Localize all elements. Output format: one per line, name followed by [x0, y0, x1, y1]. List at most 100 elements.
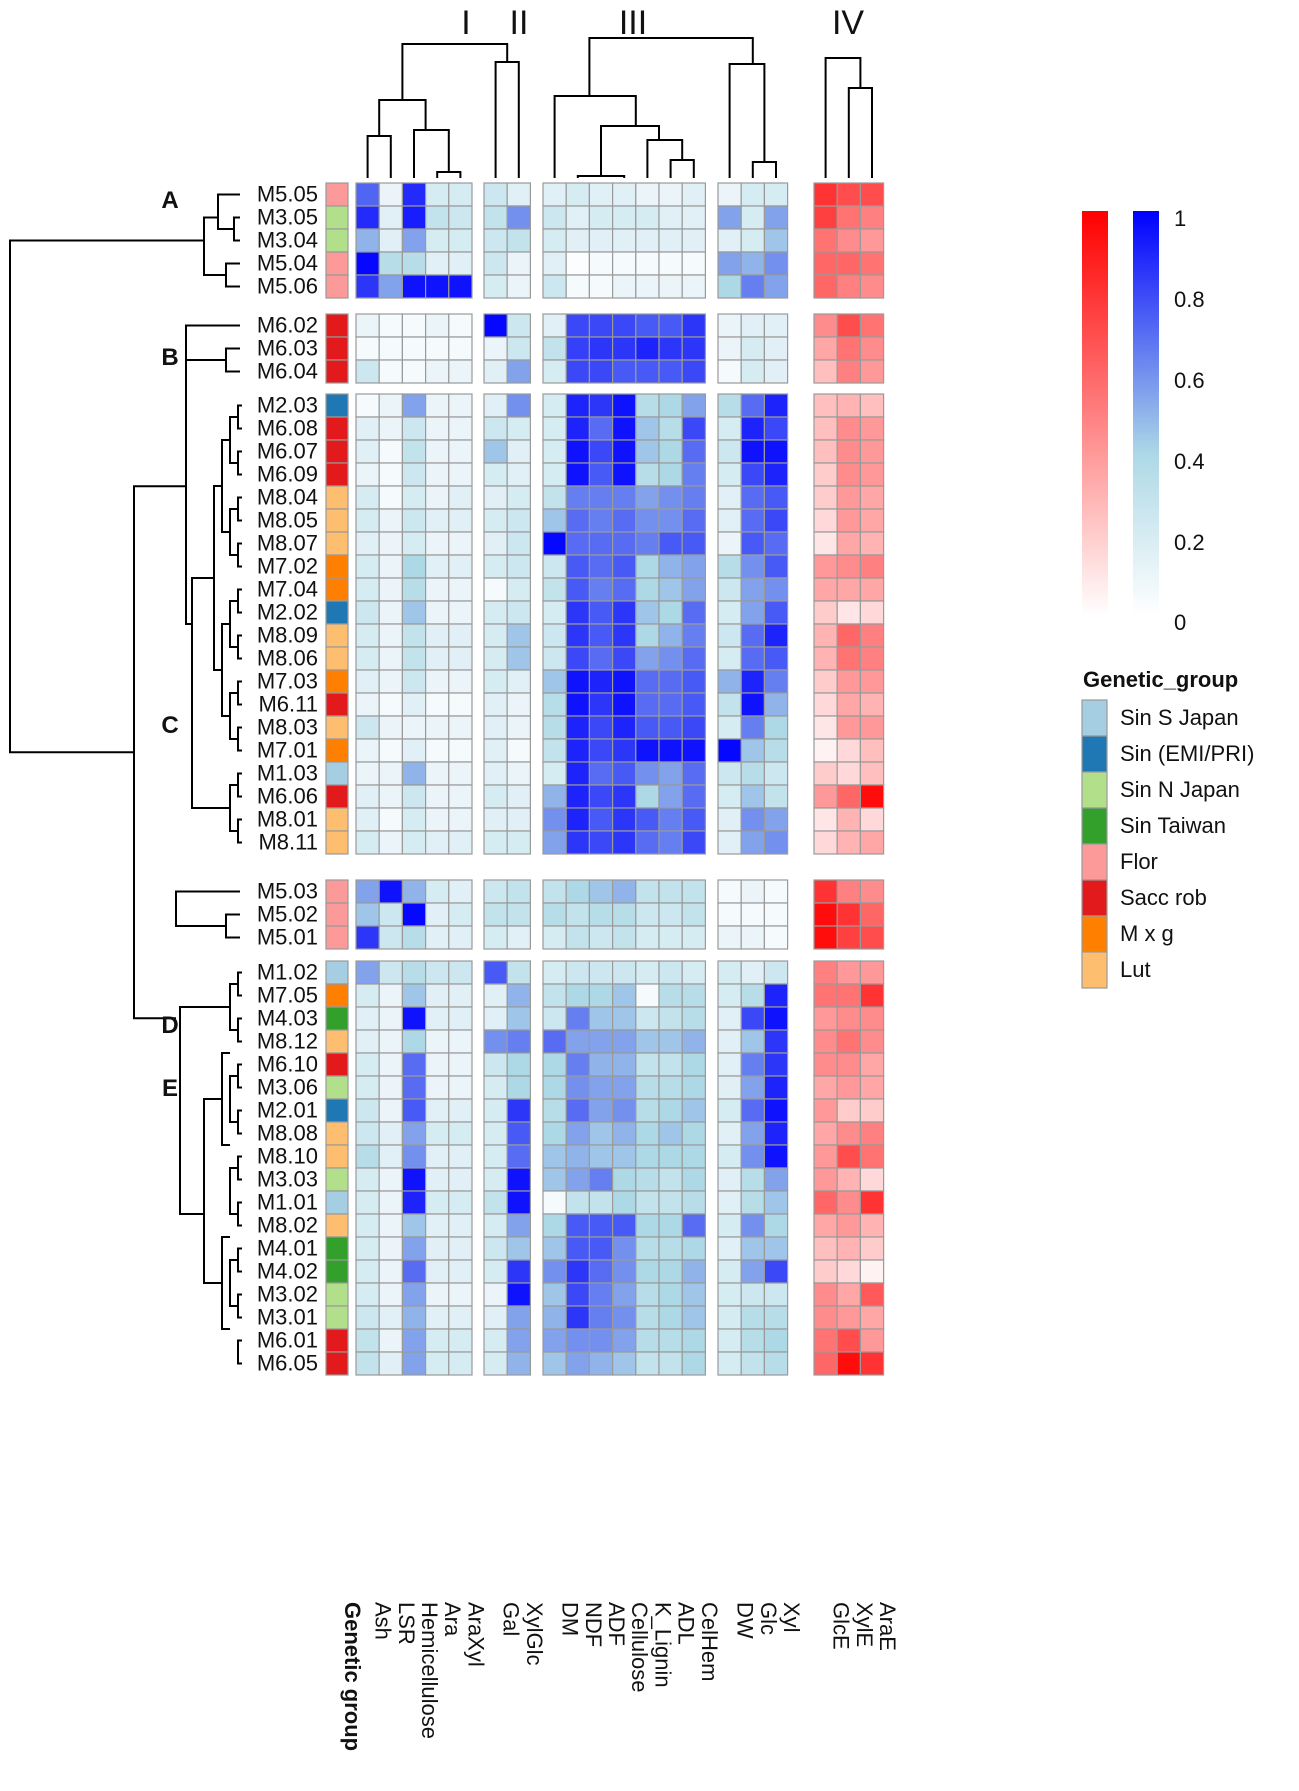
heatmap-cell-efficiency — [813, 393, 838, 418]
heatmap-cell — [448, 784, 473, 809]
heatmap-cell — [740, 646, 766, 671]
heatmap-cell — [401, 692, 427, 717]
heatmap-cell — [658, 960, 683, 985]
column-cluster-label: II — [510, 4, 529, 42]
heatmap-cell — [401, 761, 427, 786]
heatmap-cell-efficiency — [813, 274, 838, 299]
heatmap-cell — [763, 1190, 789, 1215]
row-group-letter: C — [161, 712, 178, 739]
heatmap-cell — [378, 1052, 404, 1077]
heatmap-cell — [565, 1328, 591, 1353]
heatmap-cell — [763, 1098, 789, 1123]
heatmap-cell — [588, 1190, 614, 1215]
heatmap-cell — [506, 1052, 532, 1077]
red-scale-bar — [1082, 211, 1108, 616]
heatmap-cell — [355, 646, 380, 671]
heatmap-cell — [448, 1121, 473, 1146]
heatmap-cell — [483, 646, 508, 671]
heatmap-cell — [506, 1282, 532, 1307]
heatmap-cell — [565, 1190, 591, 1215]
heatmap-cell — [448, 251, 473, 276]
row-label: M6.07 — [257, 439, 318, 464]
heatmap-cell-efficiency — [813, 577, 838, 602]
heatmap-cell — [448, 462, 473, 487]
heatmap-cell — [448, 646, 473, 671]
heatmap-cell — [635, 274, 660, 299]
heatmap-cell-efficiency — [813, 359, 838, 384]
heatmap-cell — [542, 761, 567, 786]
heatmap-cell — [542, 485, 567, 510]
genetic-group-cell — [325, 182, 349, 207]
heatmap-cell — [740, 393, 766, 418]
heatmap-cell — [355, 1098, 380, 1123]
heatmap-cell-efficiency — [836, 879, 862, 904]
heatmap-cell — [448, 182, 473, 207]
dendrogram-branch — [824, 57, 862, 178]
heatmap-cell — [681, 1144, 707, 1169]
heatmap-cell — [763, 508, 789, 533]
heatmap-cell — [565, 983, 591, 1008]
heatmap-cell — [681, 960, 707, 985]
heatmap-cell — [355, 1121, 380, 1146]
heatmap-cell — [740, 485, 766, 510]
heatmap-cell — [658, 600, 683, 625]
heatmap-cell — [717, 738, 742, 763]
heatmap-cell — [355, 807, 380, 832]
heatmap-cell — [542, 359, 567, 384]
heatmap-cell — [588, 807, 614, 832]
heatmap-cell — [681, 274, 707, 299]
heatmap-cell — [378, 646, 404, 671]
heatmap-cell — [448, 554, 473, 579]
heatmap-cell — [740, 1328, 766, 1353]
heatmap-cell — [401, 1282, 427, 1307]
heatmap-cell — [658, 1282, 683, 1307]
heatmap-cell — [483, 692, 508, 717]
heatmap-cell — [717, 508, 742, 533]
heatmap-cell — [588, 577, 614, 602]
heatmap-cell-efficiency — [813, 1167, 838, 1192]
dendrogram-branch — [669, 159, 695, 178]
column-cluster-label: III — [619, 4, 647, 42]
heatmap-cell — [763, 274, 789, 299]
heatmap-cell — [717, 439, 742, 464]
heatmap-cell — [565, 692, 591, 717]
heatmap-cell — [355, 623, 380, 648]
heatmap-cell — [681, 1029, 707, 1054]
heatmap-cell — [611, 646, 637, 671]
heatmap-cell — [542, 692, 567, 717]
heatmap-cell — [658, 1144, 683, 1169]
heatmap-cell — [401, 182, 427, 207]
heatmap-cell — [542, 1167, 567, 1192]
heatmap-cell-efficiency — [836, 1121, 862, 1146]
heatmap-cell — [565, 715, 591, 740]
heatmap-cell — [483, 960, 508, 985]
heatmap-cell — [763, 336, 789, 361]
heatmap-cell — [425, 1305, 450, 1330]
heatmap-cell — [425, 485, 450, 510]
heatmap-cell-efficiency — [836, 251, 862, 276]
heatmap-cell — [355, 1351, 380, 1376]
heatmap-cell — [588, 462, 614, 487]
heatmap-cell — [483, 761, 508, 786]
heatmap-cell — [425, 1190, 450, 1215]
row-label: M3.01 — [257, 1305, 318, 1330]
heatmap-cell — [740, 531, 766, 556]
heatmap-cell-efficiency — [813, 902, 838, 927]
heatmap-cell — [401, 393, 427, 418]
heatmap-cell — [378, 761, 404, 786]
heatmap-cell — [611, 960, 637, 985]
heatmap-cell — [506, 359, 532, 384]
dendrogram-branch — [494, 61, 520, 178]
heatmap-cell — [425, 1144, 450, 1169]
heatmap-cell — [355, 784, 380, 809]
heatmap-cell — [425, 1075, 450, 1100]
heatmap-cell-efficiency — [836, 531, 862, 556]
row-label: M6.03 — [257, 336, 318, 361]
heatmap-cell — [611, 485, 637, 510]
heatmap-cell — [565, 1236, 591, 1261]
heatmap-cell — [378, 577, 404, 602]
heatmap-cell — [506, 1213, 532, 1238]
heatmap-cell — [401, 1305, 427, 1330]
heatmap-cell — [565, 925, 591, 950]
heatmap-cell — [588, 646, 614, 671]
